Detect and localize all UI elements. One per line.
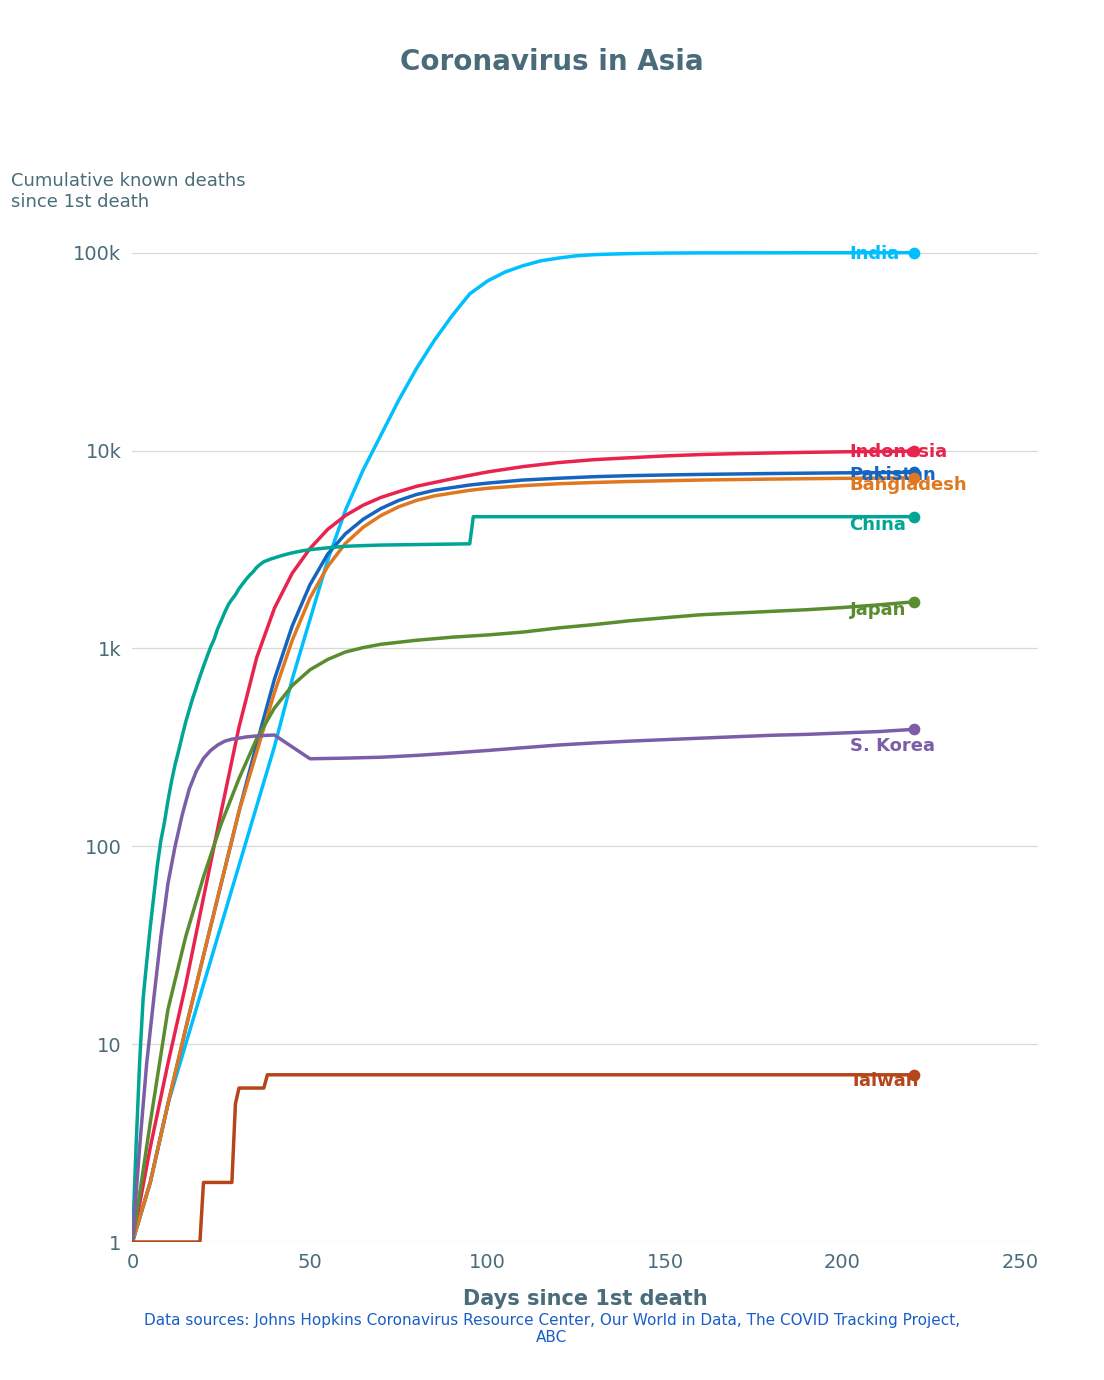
Text: S. Korea: S. Korea [850, 737, 935, 755]
Text: India: India [850, 244, 900, 262]
Point [904, 466, 922, 489]
Point [904, 719, 922, 741]
Point [904, 440, 922, 462]
Point [904, 241, 922, 264]
X-axis label: Days since 1st death: Days since 1st death [463, 1289, 708, 1308]
Text: Taiwan: Taiwan [850, 1072, 920, 1090]
Point [904, 1064, 922, 1086]
Text: Japan: Japan [850, 602, 906, 620]
Text: Bangladesh: Bangladesh [850, 476, 967, 494]
Text: Indonesia: Indonesia [850, 443, 947, 461]
Point [904, 591, 922, 613]
Text: Pakistan: Pakistan [850, 466, 936, 484]
Point [904, 505, 922, 527]
Text: China: China [850, 516, 906, 534]
Point [904, 461, 922, 483]
Text: Cumulative known deaths
since 1st death: Cumulative known deaths since 1st death [11, 172, 246, 211]
Text: Coronavirus in Asia: Coronavirus in Asia [400, 48, 704, 76]
Text: Data sources: Johns Hopkins Coronavirus Resource Center, Our World in Data, The : Data sources: Johns Hopkins Coronavirus … [144, 1314, 960, 1346]
